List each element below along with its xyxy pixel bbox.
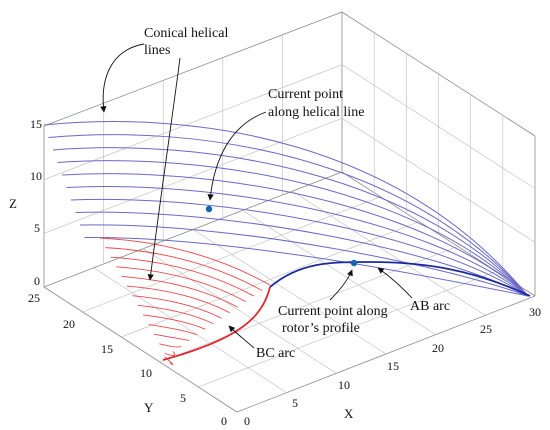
floor-grid-y [198,270,497,388]
bc-hatch-line [126,285,230,314]
conical-arrow-1 [100,43,145,113]
ab-arc-arrow [377,267,413,299]
bc-hatch-line [99,237,271,286]
current-profile-line1: Current point along [278,304,388,319]
helical-line [79,224,529,297]
bc-arc-curve [162,286,271,361]
bc-arc-label: BC arc [256,346,295,361]
x-tick-5: 5 [292,396,298,410]
z-tick-10: 10 [30,169,42,183]
annotation-current-profile: Current point along rotor’s profile [278,269,388,336]
bc-hatch-line [110,256,255,297]
top-edge-left [43,11,343,127]
x-tick-30: 30 [529,305,541,319]
y-tick-25: 25 [28,291,40,305]
wall-grid-z-right [341,64,536,189]
annotation-conical: Conical helical lines [100,26,228,281]
annotation-ab-arc: AB arc [377,267,450,314]
floor-grid-y [121,221,420,338]
floor-grid-y [82,196,381,313]
wall-grid-z-left [43,118,343,234]
y-tick-5: 5 [180,391,186,405]
ab-arc-label: AB arc [410,299,450,314]
z-tick-0: 0 [34,274,40,288]
wall-grid-z-right [341,118,536,243]
current-point-helical [205,205,213,213]
x-tick-10: 10 [338,378,350,392]
y-tick-labels: 25 20 15 10 5 0 [28,291,227,428]
x-tick-labels: 0 5 10 15 20 25 30 [244,305,541,428]
helical-line [66,186,529,297]
helical-line [52,147,529,297]
floor-grid-x [143,248,337,374]
z-tick-5: 5 [34,221,40,235]
current-helical-line1: Current point [268,87,343,102]
floor-edge-front-y [43,286,238,413]
helical-line [75,211,529,297]
y-tick-15: 15 [101,342,113,356]
bc-hatch-line [105,247,263,291]
z-tick-labels: 15 10 5 0 [30,117,42,288]
conical-helical-lines [43,121,529,297]
bc-hatch-line [116,266,246,303]
bc-hatch-line [137,304,214,325]
helical-line [84,236,529,297]
y-axis-label: Y [144,400,154,415]
helical-line [48,134,529,297]
helical-line [61,173,529,297]
x-tick-20: 20 [432,341,444,355]
x-axis-label: X [344,406,354,421]
helical-line [57,160,529,297]
current-helical-line2: along helical line [268,105,364,120]
annotation-bc-arc: BC arc [228,325,295,361]
x-tick-15: 15 [387,359,399,373]
current-helical-arrow [207,111,267,201]
floor-grid-x [242,210,436,335]
z-tick-15: 15 [30,117,42,131]
current-profile-arrow [329,269,353,301]
bc-hatch-line [159,343,182,348]
floor-grid-y [159,246,458,363]
helical-line [70,198,529,297]
x-tick-0: 0 [244,414,250,428]
annotation-current-helical: Current point along helical line [207,87,364,201]
y-tick-20: 20 [63,317,75,331]
bc-hatch-line [121,276,238,308]
conical-label-line1: Conical helical [144,26,228,41]
ab-arc-curve [269,261,531,297]
current-point-profile [350,259,358,267]
current-profile-line2: rotor’s profile [282,321,360,336]
x-tick-25: 25 [480,322,492,336]
conical-label-line2: lines [144,43,170,58]
y-tick-10: 10 [140,366,152,380]
bc-hatch-line [148,324,198,336]
bc-hatch-line [132,295,222,319]
floor-grid-x [192,229,387,355]
bc-hatch-line [153,333,190,341]
conical-arrow-2 [147,57,181,281]
bc-arc-arrow [228,325,255,349]
z-axis-label: Z [9,196,17,211]
helical-line [43,121,529,297]
bc-region-lines [99,237,271,365]
y-tick-0: 0 [221,414,227,428]
floor-grid-x [93,267,287,393]
bc-hatch-line [164,351,176,356]
grid-lines [43,32,536,393]
bc-hatch-line [143,314,206,330]
